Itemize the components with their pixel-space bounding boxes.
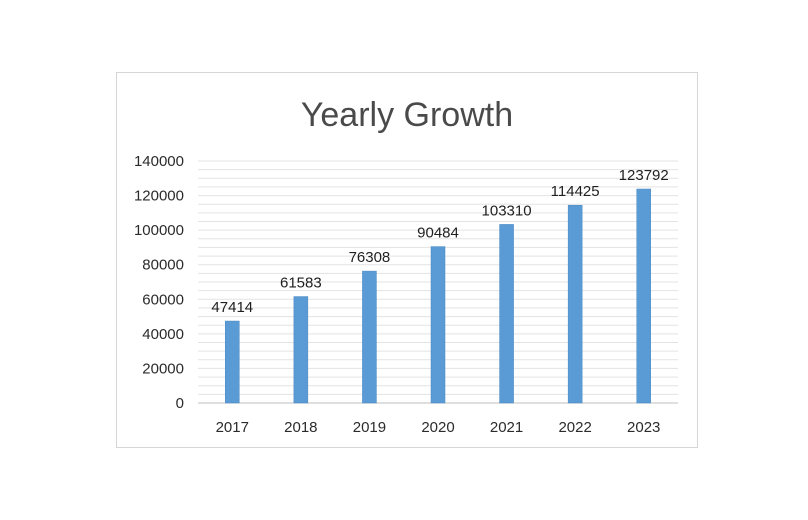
- data-label-2018: 61583: [280, 275, 322, 292]
- bar-2021: [499, 224, 514, 404]
- x-tick-label: 2022: [558, 419, 591, 436]
- bar-2019: [362, 270, 377, 404]
- y-tick-label: 80000: [142, 257, 184, 274]
- data-label-2020: 90484: [417, 225, 459, 242]
- y-tick-label: 100000: [134, 222, 184, 239]
- x-axis-ticks: 2017 2018 2019 2020 2021 2022 2023: [216, 419, 661, 436]
- data-label-2017: 47414: [211, 299, 253, 316]
- bar-2017: [225, 320, 240, 404]
- x-tick-label: 2021: [490, 419, 523, 436]
- data-label-2021: 103310: [482, 202, 532, 219]
- x-tick-label: 2020: [421, 419, 454, 436]
- bars: [225, 188, 651, 404]
- x-tick-label: 2018: [284, 419, 317, 436]
- x-tick-label: 2019: [353, 419, 386, 436]
- y-tick-label: 120000: [134, 188, 184, 205]
- bar-2022: [567, 204, 583, 404]
- bar-2023: [636, 188, 651, 404]
- y-tick-label: 140000: [134, 153, 184, 170]
- bar-2018: [293, 296, 309, 404]
- data-label-2022: 114425: [551, 183, 600, 200]
- data-label-2019: 76308: [349, 249, 391, 266]
- x-tick-label: 2023: [627, 419, 660, 436]
- y-tick-label: 20000: [142, 360, 184, 377]
- data-labels: 47414 61583 76308 90484 103310 114425 123792: [211, 167, 668, 316]
- y-tick-label: 0: [176, 395, 184, 412]
- bar-2020: [430, 246, 446, 404]
- x-tick-label: 2017: [216, 419, 249, 436]
- data-label-2023: 123792: [619, 167, 669, 184]
- y-axis-ticks: 0 20000 40000 60000 80000 100000 120000 140000: [134, 153, 184, 412]
- y-tick-label: 40000: [142, 326, 184, 343]
- y-tick-label: 60000: [142, 291, 184, 308]
- chart-title: Yearly Growth: [301, 96, 513, 134]
